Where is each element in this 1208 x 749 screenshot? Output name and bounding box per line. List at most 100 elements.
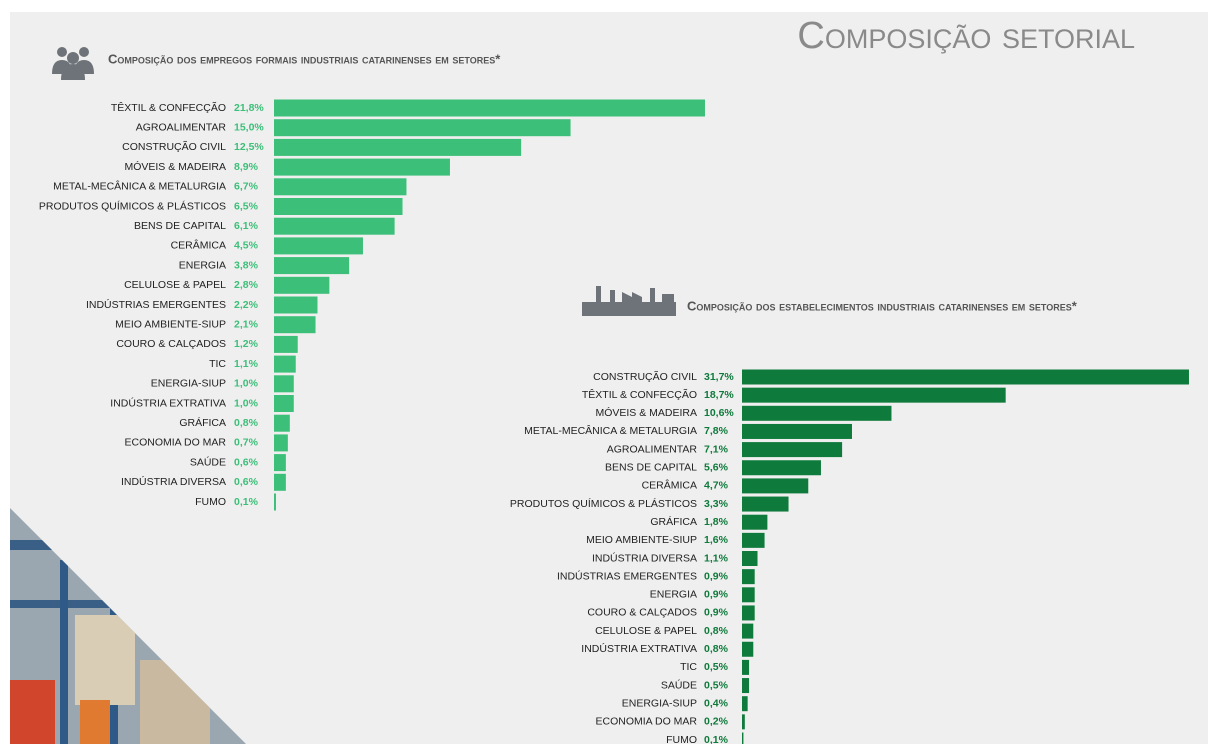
value-label: 0,4% [704, 697, 729, 709]
bar [742, 387, 1006, 403]
category-label: PRODUTOS QUÍMICOS & PLÁSTICOS [39, 199, 226, 212]
category-label: TÊXTIL & CONFECÇÃO [111, 101, 226, 114]
bar [742, 587, 755, 603]
bar [742, 405, 892, 421]
value-label: 1,2% [234, 338, 259, 350]
bar [742, 732, 744, 748]
bar [274, 454, 286, 472]
bar [274, 276, 330, 294]
value-label: 0,5% [704, 661, 729, 673]
value-label: 2,1% [234, 318, 259, 330]
bar [274, 493, 276, 511]
category-label: ECONOMIA DO MAR [595, 716, 697, 728]
value-label: 0,9% [704, 570, 729, 582]
value-label: 0,8% [704, 625, 729, 637]
bar [742, 532, 765, 548]
bar [274, 375, 294, 393]
bar [274, 158, 450, 176]
bar [274, 237, 363, 255]
bar [274, 395, 294, 412]
bar [274, 198, 403, 215]
category-label: CERÂMICA [642, 479, 697, 492]
category-label: INDÚSTRIA EXTRATIVA [581, 642, 697, 655]
category-label: INDÚSTRIAS EMERGENTES [86, 298, 226, 311]
value-label: 0,9% [704, 589, 729, 601]
bar [274, 119, 571, 137]
value-label: 0,9% [704, 607, 729, 619]
bar [742, 659, 750, 675]
factory-icon [582, 286, 676, 316]
category-label: CELULOSE & PAPEL [124, 279, 226, 291]
chart-title: Composição dos estabelecimentos industri… [687, 298, 1078, 313]
bar [742, 478, 809, 494]
category-label: ENERGIA [650, 589, 697, 601]
category-label: GRÁFICA [650, 515, 697, 528]
bar [274, 434, 288, 452]
value-label: 1,0% [234, 397, 259, 409]
category-label: ENERGIA-SIUP [622, 697, 697, 709]
bar [274, 178, 407, 196]
category-label: PRODUTOS QUÍMICOS & PLÁSTICOS [510, 497, 697, 510]
bar [742, 623, 754, 639]
category-label: MÓVEIS & MADEIRA [595, 406, 697, 419]
category-label: INDÚSTRIA DIVERSA [121, 475, 226, 488]
value-label: 8,9% [234, 161, 259, 173]
bar [742, 369, 1189, 385]
bar [742, 460, 821, 476]
bar [742, 496, 789, 512]
bar [742, 641, 754, 657]
bar [274, 316, 316, 334]
bar [274, 99, 705, 117]
value-label: 6,7% [234, 181, 259, 193]
value-label: 0,2% [704, 716, 729, 728]
bar [742, 696, 748, 712]
value-label: 6,5% [234, 200, 259, 212]
bar [742, 605, 755, 621]
bar [742, 423, 852, 439]
bar [742, 551, 758, 566]
category-label: CELULOSE & PAPEL [595, 625, 697, 637]
category-label: ECONOMIA DO MAR [124, 437, 226, 449]
value-label: 4,5% [234, 240, 259, 252]
value-label: 0,6% [234, 456, 259, 468]
bar [274, 473, 286, 491]
value-label: 5,6% [704, 462, 729, 474]
value-label: 0,5% [704, 679, 729, 691]
category-label: ENERGIA [179, 259, 226, 271]
value-label: 6,1% [234, 220, 259, 232]
bar [742, 569, 755, 585]
category-label: CONSTRUÇÃO CIVIL [593, 370, 697, 383]
bar [742, 514, 768, 530]
bar [274, 217, 395, 235]
chart-title: Composição dos empregos formais industri… [108, 51, 501, 66]
category-label: CERÂMICA [171, 239, 226, 252]
value-label: 12,5% [234, 141, 264, 153]
value-label: 15,0% [234, 121, 264, 133]
value-label: 0,6% [234, 476, 259, 488]
category-label: BENS DE CAPITAL [134, 220, 226, 232]
value-label: 2,2% [234, 299, 259, 311]
category-label: TIC [680, 661, 697, 673]
value-label: 4,7% [704, 480, 729, 492]
value-label: 1,0% [234, 378, 259, 390]
category-label: FUMO [666, 734, 697, 744]
value-label: 0,1% [704, 734, 729, 744]
value-label: 7,8% [704, 425, 729, 437]
bar [742, 714, 745, 730]
category-label: BENS DE CAPITAL [605, 462, 697, 474]
bar [742, 678, 750, 694]
value-label: 3,8% [234, 259, 259, 271]
bar [274, 138, 522, 156]
bar [274, 414, 290, 432]
bar [742, 442, 843, 458]
category-label: CONSTRUÇÃO CIVIL [122, 140, 226, 153]
value-label: 1,6% [704, 534, 729, 546]
page-title: Composição setorial [797, 15, 1135, 57]
category-label: METAL-MECÂNICA & METALURGIA [524, 424, 697, 437]
value-label: 1,1% [234, 358, 259, 370]
value-label: 3,3% [704, 498, 729, 510]
category-label: INDÚSTRIAS EMERGENTES [557, 569, 697, 582]
value-label: 2,8% [234, 279, 259, 291]
value-label: 10,6% [704, 407, 734, 419]
